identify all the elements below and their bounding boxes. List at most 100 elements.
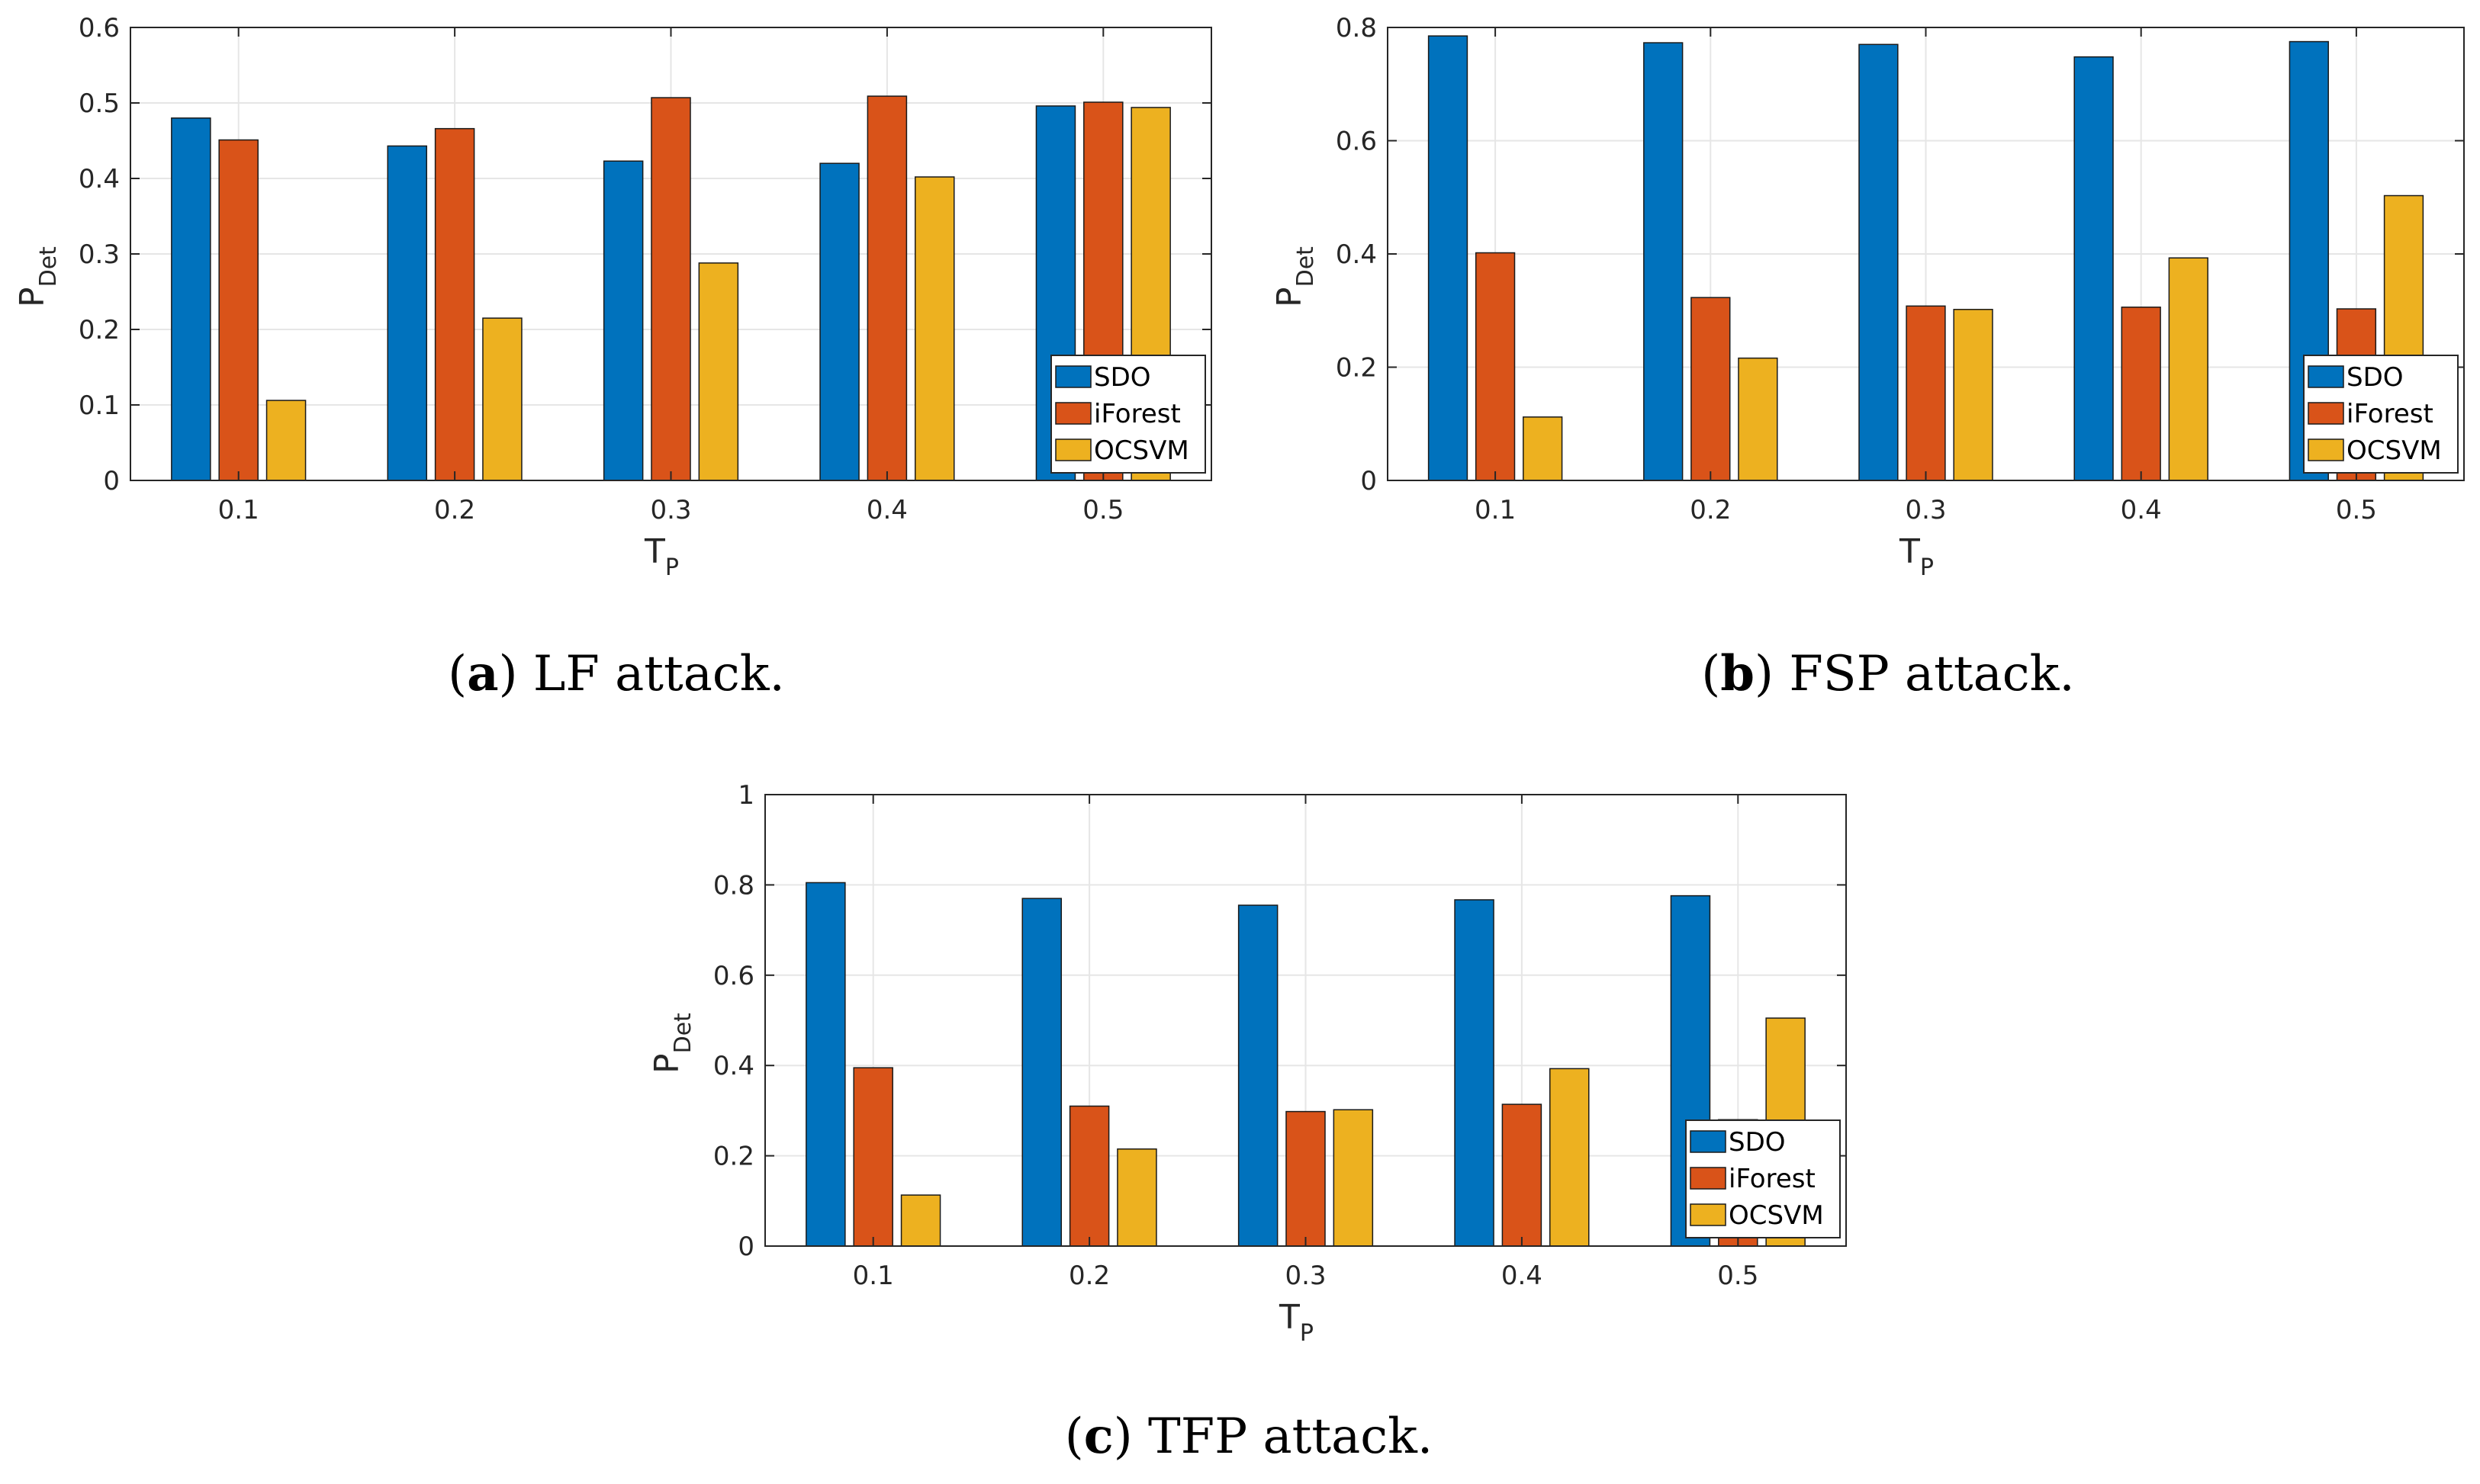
- x-axis-label-sub: P: [1920, 554, 1934, 581]
- y-tick-label: 1: [738, 780, 754, 811]
- x-tick-label: 0.3: [650, 495, 691, 525]
- bar-iforest-0.1: [853, 1067, 893, 1247]
- y-tick-label: 0.6: [79, 13, 120, 43]
- x-tick-label: 0.1: [218, 495, 259, 525]
- x-tick-label: 0.1: [1475, 495, 1516, 525]
- x-axis-label-sub: P: [665, 554, 679, 581]
- y-tick-label: 0: [103, 466, 120, 496]
- legend-label-iforest: iForest: [1094, 399, 1181, 429]
- legend: SDO iForest OCSVM: [2303, 355, 2459, 474]
- y-axis-label: PDet: [1270, 246, 1319, 307]
- bar-ocsvm-0.4: [1549, 1068, 1590, 1247]
- bar-ocsvm-0.4: [914, 176, 955, 481]
- caption-text: LF attack.: [518, 646, 785, 702]
- chart-b: 00.20.40.60.80.1 0.2 0.3 0.4 0.5TPPDetSDOiFo…: [1270, 13, 2465, 702]
- chart-caption: (c) TFP attack.: [1065, 1408, 1433, 1465]
- y-axis-label-sub: Det: [35, 246, 62, 287]
- bar-iforest-0.4: [867, 95, 908, 481]
- x-axis-label-sub: P: [1300, 1320, 1314, 1347]
- legend-swatch-iforest: [1690, 1167, 1726, 1190]
- caption-letter: b: [1720, 645, 1755, 702]
- bar-ocsvm-0.1: [900, 1194, 941, 1247]
- bar-ocsvm-0.3: [1333, 1109, 1374, 1247]
- bar-sdo-0.4: [819, 162, 860, 481]
- x-tick-label: 0.5: [1717, 1261, 1758, 1291]
- bar-sdo-0.3: [603, 160, 644, 481]
- x-tick-label: 0.1: [853, 1261, 894, 1291]
- bar-iforest-0.3: [651, 97, 691, 481]
- y-axis-label: PDet: [648, 1013, 696, 1074]
- bar-iforest-0.3: [1285, 1110, 1326, 1247]
- legend-label-ocsvm: OCSVM: [1729, 1200, 1824, 1231]
- chart-caption: (b) FSP attack.: [1701, 645, 2074, 702]
- bar-sdo-0.4: [1454, 899, 1494, 1247]
- bar-ocsvm-0.3: [698, 262, 739, 481]
- bar-sdo-0.4: [2073, 56, 2114, 481]
- caption-paren-open: (: [1701, 646, 1720, 702]
- legend-swatch-sdo: [1055, 365, 1092, 388]
- bar-sdo-0.3: [1237, 904, 1279, 1247]
- bar-ocsvm-0.2: [1738, 357, 1778, 481]
- x-tick-label: 0.5: [1082, 495, 1124, 525]
- caption-paren-open: (: [1065, 1409, 1084, 1465]
- y-tick-label: 0.6: [1336, 127, 1377, 157]
- legend: SDO iForest OCSVM: [1685, 1119, 1841, 1238]
- x-tick-label: 0.3: [1285, 1261, 1326, 1291]
- chart-caption: (a) LF attack.: [448, 645, 785, 702]
- x-tick-label: 0.3: [1905, 495, 1946, 525]
- legend-swatch-ocsvm: [1055, 438, 1092, 461]
- x-axis-label: TP: [644, 532, 679, 581]
- bar-sdo-0.1: [1427, 35, 1468, 481]
- bar-sdo-0.1: [171, 117, 211, 481]
- bar-sdo-0.2: [1021, 898, 1063, 1247]
- y-axis-label-sub: Det: [1292, 246, 1319, 287]
- x-tick-label: 0.2: [1690, 495, 1731, 525]
- bar-iforest-0.1: [218, 139, 259, 481]
- bar-sdo-0.2: [387, 145, 428, 481]
- bar-iforest-0.3: [1906, 305, 1946, 481]
- y-tick-label: 0.8: [713, 870, 754, 901]
- y-tick-label: 0.4: [1336, 239, 1377, 270]
- legend-swatch-iforest: [1055, 402, 1092, 425]
- bar-iforest-0.2: [1069, 1105, 1110, 1247]
- caption-text: FSP attack.: [1774, 646, 2075, 702]
- y-axis-label: PDet: [13, 246, 62, 307]
- legend-label-ocsvm: OCSVM: [1094, 435, 1189, 466]
- bar-iforest-0.2: [434, 127, 475, 481]
- caption-paren-open: (: [448, 646, 467, 702]
- caption-text: TFP attack.: [1133, 1409, 1433, 1465]
- x-tick-label: 0.4: [1501, 1261, 1542, 1291]
- legend-label-sdo: SDO: [1094, 362, 1151, 393]
- caption-paren-close: ): [1755, 646, 1774, 702]
- x-tick-label: 0.5: [2336, 495, 2377, 525]
- x-tick-label: 0.4: [867, 495, 908, 525]
- caption-letter: a: [467, 645, 498, 702]
- y-tick-label: 0.5: [79, 88, 120, 119]
- legend-label-sdo: SDO: [1729, 1127, 1786, 1158]
- y-tick-label: 0.4: [79, 164, 120, 194]
- bar-ocsvm-0.2: [482, 317, 523, 481]
- bar-ocsvm-0.3: [1953, 309, 1993, 481]
- legend-swatch-sdo: [1690, 1130, 1726, 1153]
- y-tick-label: 0.4: [713, 1051, 754, 1081]
- legend: SDO iForest OCSVM: [1050, 355, 1206, 474]
- legend-swatch-iforest: [2308, 402, 2344, 425]
- legend-swatch-sdo: [2308, 365, 2344, 388]
- caption-letter: c: [1084, 1408, 1114, 1465]
- y-tick-label: 0: [1360, 466, 1377, 496]
- y-tick-label: 0.2: [1336, 353, 1377, 384]
- bar-ocsvm-0.2: [1117, 1148, 1157, 1247]
- caption-paren-close: ): [1114, 1409, 1133, 1465]
- bar-iforest-0.4: [1501, 1103, 1542, 1247]
- x-tick-label: 0.2: [434, 495, 475, 525]
- bar-iforest-0.2: [1690, 297, 1731, 481]
- legend-swatch-ocsvm: [1690, 1203, 1726, 1226]
- y-axis-label-sub: Det: [670, 1013, 696, 1054]
- y-tick-label: 0.8: [1336, 13, 1377, 43]
- chart-c: 00.20.40.60.810.1 0.2 0.3 0.4 0.5TPPDetSDOiF…: [648, 780, 1847, 1465]
- x-tick-label: 0.2: [1069, 1261, 1110, 1291]
- bar-sdo-0.2: [1643, 42, 1684, 481]
- chart-a: 00.10.20.30.40.50.60.1 0.2 0.3 0.4 0.5TPPDet…: [13, 13, 1212, 702]
- y-tick-label: 0.3: [79, 239, 120, 270]
